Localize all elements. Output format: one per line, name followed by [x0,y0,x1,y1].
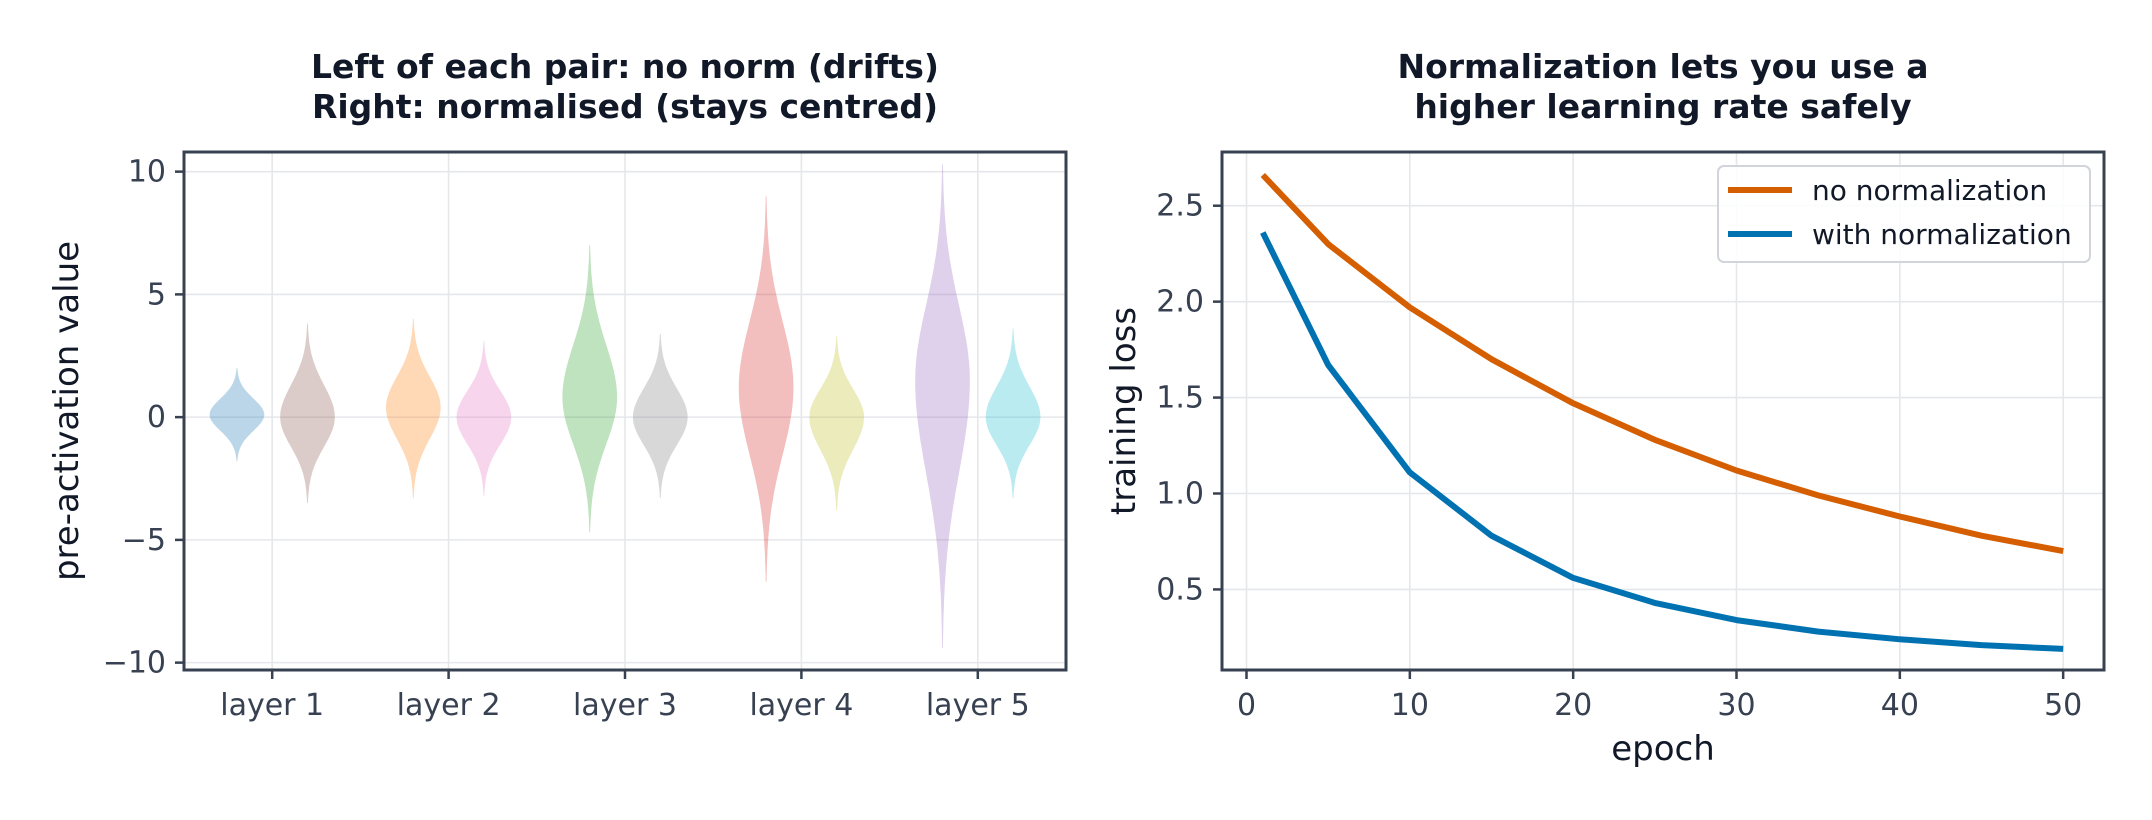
y-tick-label: −5 [122,523,166,558]
violin-panel: Left of each pair: no norm (drifts) Righ… [47,47,1068,723]
series-line-no-normalization [1260,172,2064,555]
x-tick-label: 30 [1717,688,1755,723]
x-tick-label: 10 [1391,688,1429,723]
x-tick-label: 20 [1554,688,1592,723]
loss-title-line-1: Normalization lets you use a [1397,47,1928,86]
series-line-with-normalization [1260,231,2064,652]
violin-layer-3-normalised [633,333,688,499]
legend-box [1717,165,2091,263]
y-tick-label: 0.5 [1156,572,1204,607]
legend-label: with normalization [1812,218,2072,251]
x-tick-label: layer 1 [220,688,324,723]
y-tick-label: 5 [147,277,166,312]
legend-label: no normalization [1812,174,2047,207]
violin-marks [209,164,1041,648]
violin-axis-ticks: −10 −5 0 5 10 layer 1 layer 2 layer 3 layer 4 lay… [103,155,1030,723]
y-tick-label: 2.0 [1156,285,1204,320]
loss-title-line-2: higher learning rate safely [1414,87,1911,126]
violin-layer-4-no-norm [738,196,794,582]
loss-legend: no normalization with normalization [1717,165,2091,263]
loss-panel: Normalization lets you use a higher lear… [1104,47,2106,769]
violin-gridlines [184,152,1066,670]
loss-x-axis-label: epoch [1611,729,1715,769]
violin-layer-5-no-norm [915,164,970,648]
violin-layer-3-no-norm [562,245,618,533]
x-tick-label: layer 4 [749,688,853,723]
x-tick-label: 0 [1237,688,1256,723]
loss-axis-ticks: 0.5 1.0 1.5 2.0 2.5 0 10 20 30 40 50 [1156,189,2082,723]
violin-layer-4-normalised [809,336,864,511]
violin-layer-1-normalised [280,323,335,504]
loss-y-axis-label: training loss [1104,307,1144,515]
x-tick-label: 50 [2044,688,2082,723]
violin-layer-2-no-norm [386,318,441,499]
violin-layer-2-normalised [456,341,512,496]
x-tick-label: layer 5 [926,688,1030,723]
y-tick-label: 1.5 [1156,381,1204,416]
violin-y-axis-label: pre-activation value [47,241,87,581]
x-tick-label: 40 [1881,688,1919,723]
violin-title-line-2: Right: normalised (stays centred) [312,87,938,126]
y-tick-label: 0 [147,400,166,435]
loss-series-lines [1260,172,2064,652]
x-tick-label: layer 3 [573,688,677,723]
y-tick-label: −10 [103,646,166,681]
y-tick-label: 2.5 [1156,189,1204,224]
y-tick-label: 1.0 [1156,476,1204,511]
violin-layer-1-no-norm [209,368,265,462]
y-tick-label: 10 [128,155,166,190]
x-tick-label: layer 2 [397,688,501,723]
violin-title-line-1: Left of each pair: no norm (drifts) [311,47,939,86]
violin-layer-5-normalised [985,328,1041,499]
loss-plot-frame [1220,150,2106,672]
